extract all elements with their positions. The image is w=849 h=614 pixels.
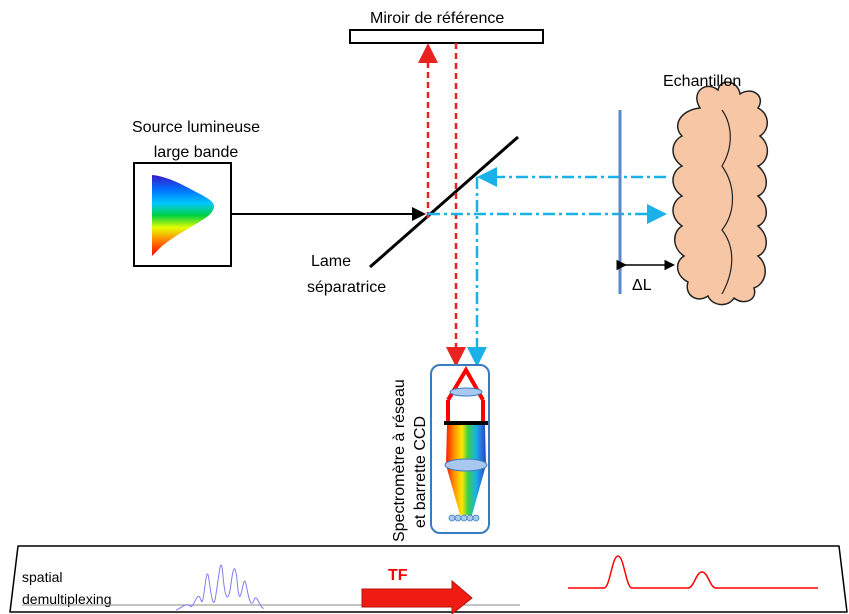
- processing-panel: [9, 545, 848, 613]
- demux-label-line1: spatial: [22, 569, 62, 585]
- delta-l-label: ΔL: [632, 277, 652, 294]
- collimating-lens: [449, 387, 483, 397]
- beam-splitter: [369, 135, 519, 269]
- demux-label-line2: demultiplexing: [22, 591, 112, 607]
- tf-label: TF: [388, 567, 408, 584]
- source-label-line1: Source lumineuse: [132, 119, 260, 136]
- reference-mirror: [349, 29, 544, 44]
- splitter-label-line2: séparatrice: [307, 279, 386, 296]
- focusing-lens: [444, 458, 488, 472]
- tf-arrow: [361, 579, 473, 614]
- source-label-line2: large bande: [154, 144, 239, 161]
- spectrometer-label-line2: et barrette CCD: [412, 416, 429, 528]
- reference-mirror-label: Miroir de référence: [370, 10, 504, 27]
- sample-label: Echantillon: [663, 73, 741, 90]
- sample-tissue: [672, 81, 769, 306]
- source-spectrum-icon: [152, 175, 214, 256]
- splitter-label-line1: Lame: [311, 253, 351, 270]
- spectrometer-label-line1: Spectromètre à réseau: [391, 379, 408, 542]
- sample-tissue-fold: [721, 109, 733, 295]
- interferogram-signal: [175, 564, 265, 611]
- ccd-array: [448, 514, 480, 522]
- depth-profile-peaks: [568, 555, 818, 589]
